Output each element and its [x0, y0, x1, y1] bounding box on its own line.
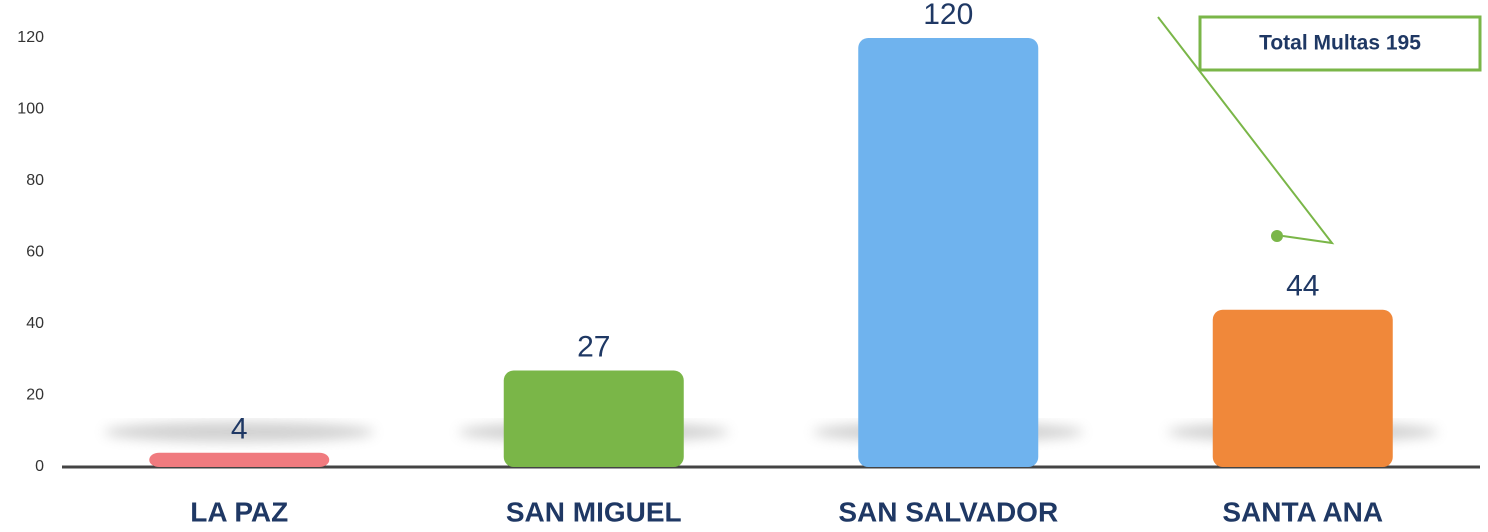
- y-tick-label: 100: [17, 101, 44, 118]
- annotation: Total Multas 195: [1259, 32, 1421, 55]
- value-label: 4: [231, 413, 248, 446]
- bar: [149, 452, 330, 467]
- value-label: 44: [1286, 270, 1319, 303]
- y-tick-label: 40: [26, 315, 44, 332]
- bar: [503, 370, 684, 467]
- y-tick-label: 0: [35, 458, 44, 475]
- value-label: 120: [923, 0, 973, 31]
- y-tick-label: 20: [26, 387, 44, 404]
- y-tick-label: 60: [26, 244, 44, 261]
- x-tick-label: SAN SALVADOR: [838, 496, 1058, 527]
- x-tick-label: SANTA ANA: [1222, 496, 1383, 527]
- callout-dot: [1271, 230, 1283, 242]
- value-label: 27: [577, 330, 610, 363]
- y-tick-label: 120: [17, 29, 44, 46]
- y-tick-label: 80: [26, 172, 44, 189]
- callout-box: [1198, 15, 1482, 72]
- bar-shadow: [104, 422, 375, 442]
- x-tick-label: SAN MIGUEL: [506, 496, 682, 527]
- x-tick-label: LA PAZ: [190, 496, 288, 527]
- callout-line: [1157, 16, 1335, 245]
- bar: [858, 38, 1039, 467]
- bar: [1212, 309, 1393, 467]
